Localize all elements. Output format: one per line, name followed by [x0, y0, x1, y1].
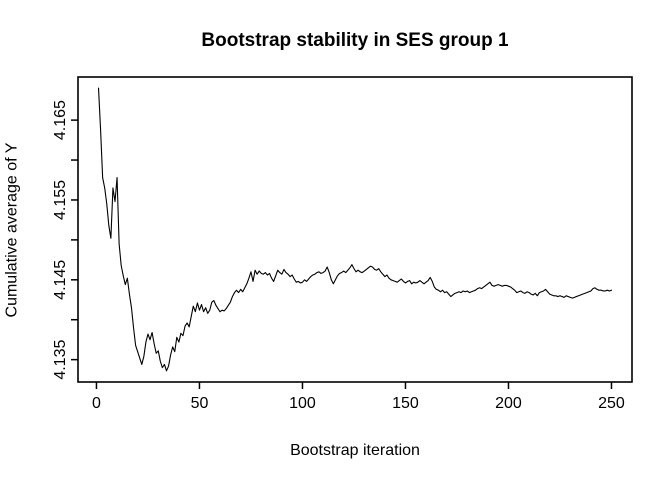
plot-box: [77, 76, 633, 383]
y-axis-title: Cumulative average of Y: [3, 142, 21, 318]
chart-title: Bootstrap stability in SES group 1: [201, 30, 509, 51]
x-axis-tick-label: 200: [495, 395, 522, 412]
y-axis-tick-label: 4.145: [52, 260, 69, 300]
x-axis-title: Bootstrap iteration: [290, 442, 420, 459]
y-axis-tick-label: 4.135: [52, 340, 69, 380]
x-axis-tick-label: 50: [191, 395, 209, 412]
y-axis-tick-label: 4.165: [52, 100, 69, 140]
data-line: [97, 87, 613, 372]
x-axis-tick-label: 250: [598, 395, 625, 412]
x-axis-tick-label: 0: [92, 395, 101, 412]
y-axis-tick-label: 4.155: [52, 180, 69, 220]
x-axis-tick-label: 100: [289, 395, 316, 412]
x-axis-tick-label: 150: [392, 395, 419, 412]
